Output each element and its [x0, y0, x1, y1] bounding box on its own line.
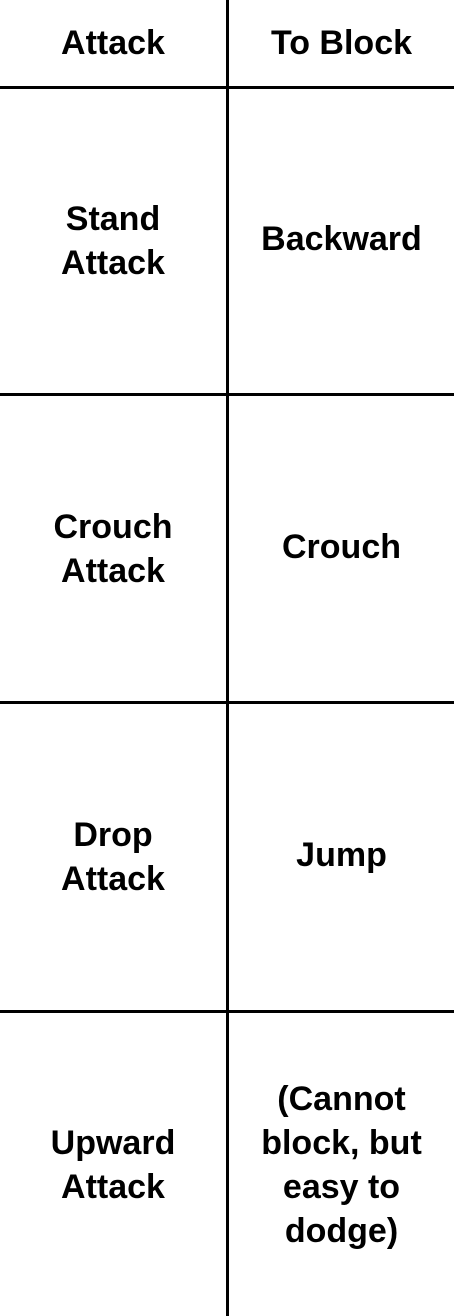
header-attack-label: Attack: [61, 24, 165, 62]
column-divider: [226, 0, 229, 1316]
attack-label: Upward Attack: [50, 1123, 176, 1206]
block-cell: Crouch: [229, 396, 454, 701]
block-label: Crouch: [282, 527, 401, 566]
header-attack: Attack: [0, 0, 226, 86]
block-label: Jump: [296, 836, 387, 874]
attack-cell: Stand Attack: [0, 89, 226, 393]
block-label: Backward: [261, 220, 422, 258]
block-label: (Cannot block, but easy to dodge): [261, 1079, 422, 1250]
row-divider: [0, 393, 454, 396]
attack-cell: Drop Attack: [0, 704, 226, 1010]
header-to-block-label: To Block: [270, 24, 413, 62]
row-divider: [0, 1010, 454, 1013]
block-cell: Backward: [229, 89, 454, 393]
header-to-block: To Block: [229, 0, 454, 86]
attack-label: Crouch Attack: [53, 507, 173, 590]
row-divider: [0, 701, 454, 704]
block-cell: (Cannot block, but easy to dodge): [229, 1013, 454, 1316]
attack-label: Stand Attack: [61, 200, 165, 282]
attack-cell: Upward Attack: [0, 1013, 226, 1316]
block-cell: Jump: [229, 704, 454, 1010]
attack-cell: Crouch Attack: [0, 396, 226, 701]
attack-label: Drop Attack: [61, 816, 165, 898]
row-divider: [0, 86, 454, 89]
